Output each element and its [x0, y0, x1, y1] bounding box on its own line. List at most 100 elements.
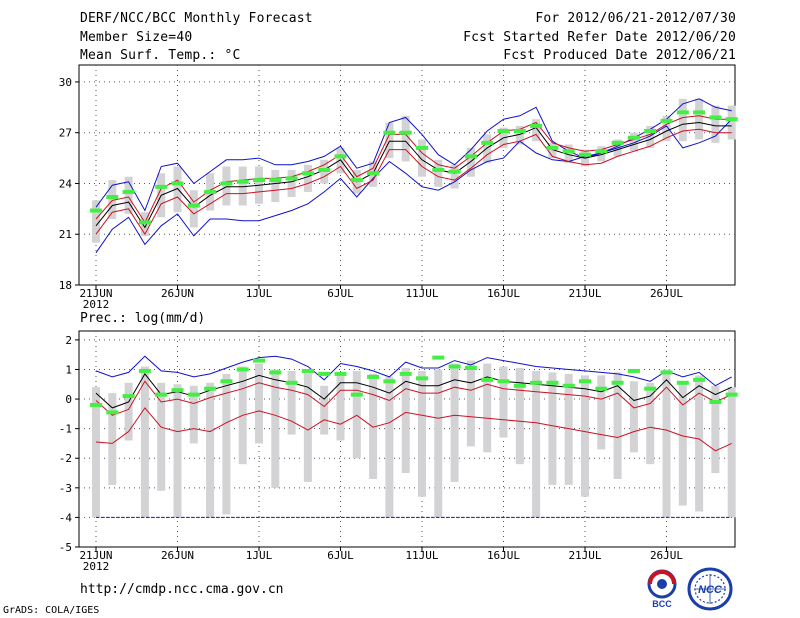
ensemble-box [320, 385, 329, 435]
refer-date: Fcst Started Refer Date 2012/06/20 [463, 30, 736, 45]
ensemble-box [124, 382, 133, 441]
median-mark [595, 149, 608, 154]
ensemble-box [532, 119, 541, 142]
ensemble-box [629, 381, 638, 453]
y-tick-label: -1 [59, 423, 72, 436]
median-mark [497, 379, 510, 384]
x-tick-label: 26JUL [650, 287, 683, 300]
median-mark [627, 135, 640, 140]
median-mark [481, 140, 494, 145]
median-mark [546, 145, 559, 150]
x-tick-label: 21JUN [79, 287, 112, 300]
median-mark [546, 380, 559, 385]
ensemble-box [581, 375, 589, 497]
mean-line [95, 373, 732, 409]
median-mark [530, 380, 543, 385]
ensemble-box [401, 115, 410, 162]
median-mark [676, 110, 689, 115]
median-mark [90, 208, 102, 213]
ensemble-box [695, 375, 704, 512]
median-mark [448, 169, 461, 174]
median-mark [399, 371, 412, 376]
max-line [95, 118, 733, 254]
ensemble-box [189, 190, 198, 228]
ensemble-box [418, 139, 426, 177]
x-tick-label: 16JUL [487, 549, 520, 562]
median-mark [562, 383, 575, 388]
median-mark [595, 386, 608, 391]
ensemble-box [727, 387, 736, 518]
ensemble-box [206, 382, 215, 518]
ensemble-box [662, 115, 671, 142]
y-tick-label: 24 [59, 177, 73, 190]
x-tick-label: 11JUL [405, 549, 438, 562]
ensemble-box [434, 159, 443, 187]
median-mark [464, 365, 477, 370]
median-mark [611, 140, 624, 145]
ensemble-box [711, 105, 720, 143]
median-mark [236, 179, 249, 184]
svg-text:NCC: NCC [698, 584, 723, 596]
median-mark [432, 167, 445, 172]
ensemble-box [255, 363, 263, 444]
y-tick-label: 27 [59, 127, 72, 140]
median-mark [269, 370, 282, 375]
x-tick-label: 1JUL [246, 549, 273, 562]
ensemble-box [352, 370, 361, 459]
ensemble-box [157, 382, 166, 491]
median-mark [187, 392, 200, 397]
x-tick-label: 6JUL [327, 549, 354, 562]
year-label: 2012 [83, 560, 110, 573]
ensemble-box [466, 147, 475, 177]
ensemble-box [173, 166, 182, 213]
forecast-period: For 2012/06/21-2012/07/30 [535, 11, 736, 26]
y-tick-label: 18 [59, 279, 72, 292]
median-mark [106, 195, 119, 199]
ensemble-box [548, 142, 557, 159]
median-mark [269, 178, 282, 183]
ensemble-box [629, 132, 638, 152]
plot-frame [78, 64, 736, 286]
bcc-logo: BCC [647, 569, 677, 609]
median-mark [448, 364, 461, 369]
median-mark [676, 380, 689, 385]
y-tick-label: 2 [65, 334, 72, 347]
median-mark [513, 383, 526, 388]
median-mark [318, 167, 331, 172]
y-tick-label: -5 [59, 541, 72, 554]
median-mark [611, 380, 624, 385]
median-mark [187, 203, 200, 208]
ensemble-box [597, 375, 606, 450]
ensemble-box [92, 387, 100, 518]
ensemble-box [483, 363, 492, 453]
ensemble-box [222, 166, 231, 206]
ensemble-box [532, 370, 541, 518]
ensemble-box [385, 376, 394, 518]
median-mark [285, 380, 298, 385]
median-mark [122, 189, 135, 194]
spread-high-line [95, 380, 732, 416]
median-mark [253, 358, 265, 363]
ensemble-box [450, 164, 459, 189]
x-tick-label: 11JUL [405, 287, 438, 300]
y-tick-label: -4 [59, 511, 73, 524]
ensemble-box [222, 373, 231, 515]
svg-text:BCC: BCC [652, 599, 672, 609]
median-mark [693, 377, 706, 382]
median-mark [253, 178, 265, 183]
median-mark [464, 154, 477, 159]
y-tick-label: 1 [65, 363, 72, 376]
ensemble-box [287, 370, 296, 435]
source-url[interactable]: http://cmdp.ncc.cma.gov.cn [80, 582, 284, 597]
median-mark [334, 154, 347, 159]
median-mark [481, 377, 494, 382]
ncc-logo: NCC [687, 567, 733, 611]
ensemble-box [678, 381, 687, 506]
precip-panel-label: Prec.: log(mm/d) [80, 311, 205, 326]
median-mark [285, 176, 298, 181]
x-tick-label: 26JUN [161, 287, 194, 300]
grads-credit: GrADS: COLA/IGES [3, 605, 100, 616]
x-tick-label: 6JUL [327, 287, 354, 300]
variable-label: Mean Surf. Temp.: °C [80, 48, 241, 63]
